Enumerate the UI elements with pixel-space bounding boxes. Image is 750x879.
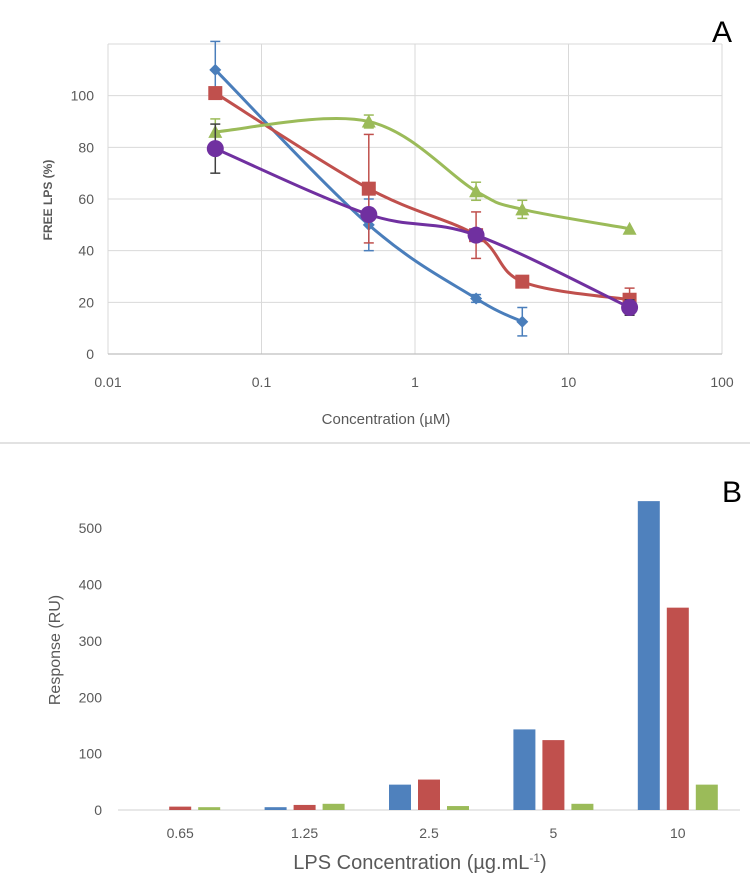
panel-b-y-tick-label: 200 [79,689,103,705]
panel-a-data-point [622,221,637,235]
panel-a-x-tick-label: 10 [561,374,577,390]
panel-a-y-tick-label: 0 [86,346,94,362]
panel-a-y-tick-label: 100 [71,88,95,104]
panel-a-x-axis-title: Concentration (µM) [322,411,451,428]
panel-b-letter: B [722,476,742,509]
panel-a-series-line [214,91,630,302]
panel-b-x-tick-label: 5 [550,825,558,841]
panel-b-y-tick-label: 300 [79,633,103,649]
panel-a-x-tick-label: 100 [710,374,734,390]
panel-a-series-line [215,117,630,231]
panel-b-bar [637,501,660,810]
panel-b-bar [198,807,221,810]
panel-a-series-line [214,147,631,309]
panel-b-bar [169,806,192,810]
panel-a-data-point [469,184,484,198]
panel-a-line-chart: A 0.01 0.1 1 10 100 0 20 40 60 80 100 Concentrati… [41,16,734,428]
panel-a-data-point [360,206,378,223]
panel-b-x-axis-title-suffix: ) [540,852,547,874]
panel-a-y-tick-label: 20 [78,294,94,310]
panel-a-data-point [361,181,376,196]
panel-a-x-tick-label: 0.1 [252,374,272,390]
panel-b-bar [418,779,440,810]
panel-a-data-point [621,299,639,316]
panel-b-y-tick-label: 400 [79,577,103,593]
panel-b-y-tick-label: 500 [79,520,103,536]
panel-a-data-point [470,292,483,305]
panel-b-bar [447,806,469,810]
panel-b-bar [513,729,536,810]
panel-a-letter: A [712,16,732,49]
panel-b-x-axis-title-main: LPS Concentration (µg.mL [293,852,529,874]
panel-a-series-2 [208,86,637,313]
panel-b-x-tick-labels: 0.65 1.25 2.5 5 10 [167,825,686,841]
panel-a-data-point [209,63,222,76]
panel-a-data-point [515,274,530,289]
panel-b-x-tick-label: 0.65 [167,825,194,841]
panel-b-bar [293,804,316,810]
panel-a-series-3 [208,114,637,235]
panel-b-x-axis-title: LPS Concentration (µg.mL-1) [293,851,546,874]
panel-a-y-tick-label: 80 [78,139,94,155]
panel-b-x-tick-label: 2.5 [419,825,439,841]
panel-a-y-tick-labels: 0 20 40 60 80 100 [71,88,95,362]
panel-a-x-tick-labels: 0.01 0.1 1 10 100 [94,374,734,390]
panel-b-y-tick-label: 100 [79,746,103,762]
panel-a-y-axis-title: FREE LPS (%) [41,160,55,241]
panel-b-x-axis-title-superscript: -1 [529,851,540,865]
panel-a-data-point [467,226,485,244]
panel-b-x-tick-label: 1.25 [291,825,318,841]
panel-a-data-point [208,86,223,101]
panel-a-y-tick-label: 40 [78,243,94,259]
panel-a-series-4 [206,123,639,316]
panel-a-series-line [214,68,523,324]
panel-a-data-point [515,202,530,216]
panel-b-bar [695,784,718,810]
panel-b-bar [571,803,594,810]
panel-b-bar [389,784,411,810]
panel-a-x-tick-label: 1 [411,374,419,390]
panel-b-y-tick-labels: 0 100 200 300 400 500 [79,520,103,818]
panel-b-bar [542,740,565,810]
panel-b-bars [169,501,718,810]
panel-a-series [206,40,639,337]
panel-a-data-point [361,114,376,128]
panel-a-data-point [516,315,529,328]
panel-a-data-point [206,140,224,158]
panel-b-y-axis-title: Response (RU) [47,595,64,705]
panel-b-y-tick-label: 0 [94,802,102,818]
panel-b-bar [264,807,287,810]
panel-a-y-tick-label: 60 [78,191,94,207]
panel-a-x-tick-label: 0.01 [94,374,121,390]
panel-b-bar [666,607,689,810]
panel-b-bar-chart: B 0 100 200 300 400 500 0.65 1.25 2.5 5 10 LPS Co… [47,476,742,874]
panel-b-x-tick-label: 10 [670,825,686,841]
panel-b-bar [322,803,345,810]
